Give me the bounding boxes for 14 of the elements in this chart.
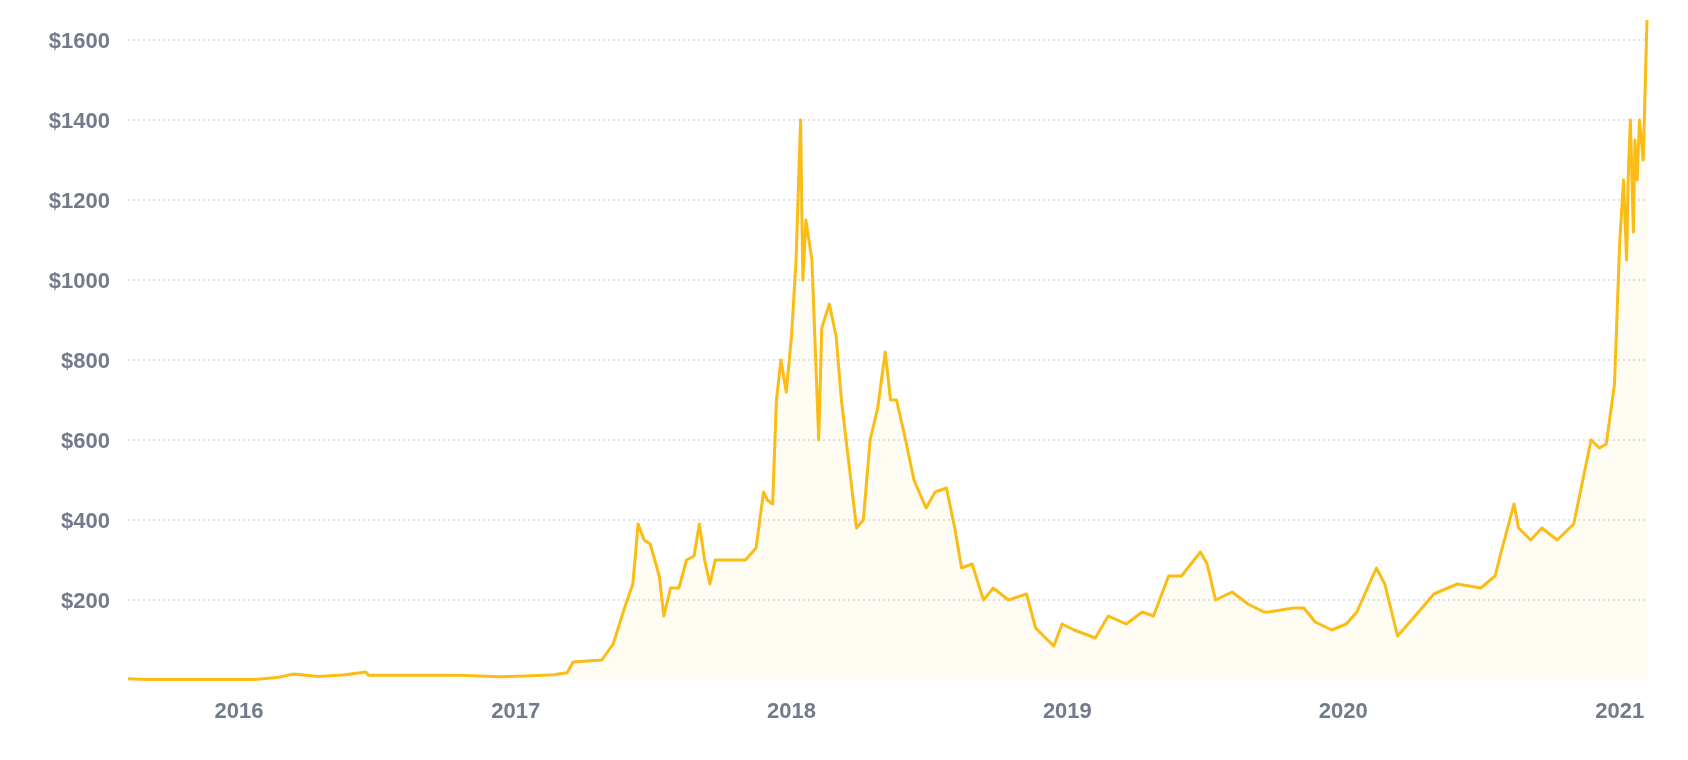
y-tick-label: $600 — [61, 427, 110, 453]
y-tick-label: $400 — [61, 507, 110, 533]
y-tick-label: $800 — [61, 347, 110, 373]
x-tick-label: 2019 — [1042, 698, 1092, 723]
x-tick-label: 2018 — [767, 698, 816, 723]
y-tick-label: $200 — [61, 587, 110, 613]
y-tick-label: $1600 — [48, 27, 110, 53]
y-tick-label: $1000 — [48, 267, 110, 293]
y-tick-label: $1400 — [48, 107, 110, 133]
x-tick-label: 2020 — [1318, 698, 1368, 723]
x-tick-label: 2021 — [1595, 698, 1645, 723]
x-tick-label: 2016 — [214, 698, 264, 723]
y-tick-label: $1200 — [48, 187, 110, 213]
x-tick-label: 2017 — [491, 698, 541, 723]
